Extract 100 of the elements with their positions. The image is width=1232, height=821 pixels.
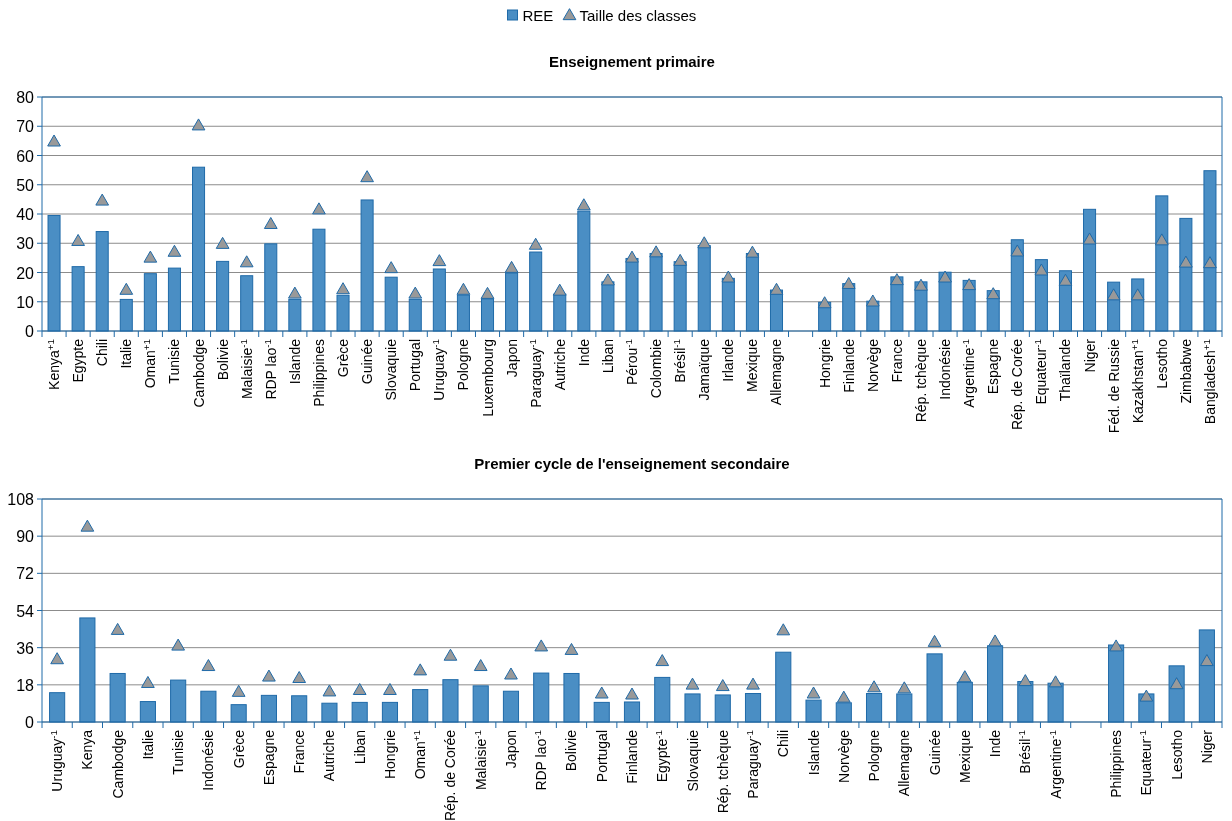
point	[745, 245, 760, 258]
point	[867, 680, 881, 693]
x-tick-label: Autriche	[551, 338, 568, 391]
point	[957, 670, 972, 683]
x-tick-label: Allemagne	[896, 729, 913, 797]
x-tick-label: Norvège	[864, 338, 881, 392]
point	[262, 669, 276, 682]
y-tick-label: 80	[16, 89, 35, 106]
x-tick-label: Rép. tchèque	[912, 338, 929, 423]
x-tick-label: France	[291, 729, 308, 774]
y-tick-label: 20	[16, 264, 35, 282]
point	[312, 202, 326, 215]
point	[1082, 232, 1097, 245]
legend-label: Taille des classes	[579, 7, 697, 24]
point	[986, 287, 1001, 300]
x-tick-label: Tunisie	[170, 729, 187, 775]
point	[576, 198, 591, 211]
y-tick-label: 54	[16, 602, 35, 620]
x-tick-label: Italie	[139, 729, 156, 760]
point	[914, 278, 928, 291]
x-tick-label: Portugal	[407, 339, 424, 392]
point	[721, 270, 736, 283]
point	[473, 659, 488, 672]
x-tick-label: Mexique	[956, 729, 973, 783]
point	[685, 677, 700, 690]
point	[352, 682, 367, 695]
point	[1048, 675, 1063, 688]
point	[292, 671, 307, 684]
point	[456, 282, 471, 295]
point	[776, 623, 791, 636]
x-tick-label: Espagne	[260, 729, 277, 786]
x-tick-label: Japon	[503, 339, 520, 378]
point	[534, 639, 549, 652]
x-tick-label: Jamaïque	[696, 338, 713, 401]
x-tick-label: Liban	[351, 730, 368, 765]
point	[769, 282, 784, 295]
x-tick-label: Philippines	[1108, 730, 1125, 798]
point	[50, 652, 64, 665]
point	[625, 250, 639, 263]
point	[655, 654, 670, 667]
point	[552, 283, 567, 296]
point	[865, 294, 880, 307]
x-tick-label: Bolivie	[214, 338, 231, 381]
y-tick-label: 18	[16, 676, 35, 694]
point	[962, 278, 976, 291]
x-tick-label: Irlande	[720, 338, 737, 382]
point	[143, 250, 158, 263]
x-tick-label: Philippines	[310, 339, 327, 407]
point	[1154, 233, 1169, 246]
y-tick-label: 10	[16, 293, 35, 311]
x-tick-label: Pologne	[455, 338, 472, 391]
point	[1203, 256, 1217, 269]
x-tick-label: Autriche	[321, 729, 338, 782]
x-tick-label: Kenya	[79, 729, 96, 770]
x-tick-label: Islande	[805, 729, 822, 776]
point	[360, 170, 374, 183]
x-tick-label: Féd. de Russie	[1105, 338, 1122, 434]
point	[649, 245, 663, 258]
point	[504, 667, 518, 680]
x-tick-label: Norvège	[835, 729, 852, 783]
point	[80, 519, 95, 532]
point	[141, 675, 155, 688]
point	[408, 286, 423, 299]
y-tick-label: 40	[16, 206, 35, 223]
point	[1169, 677, 1184, 690]
point	[817, 296, 832, 309]
x-tick-label: Cambodge	[190, 338, 207, 408]
x-tick-label: Inde	[575, 338, 592, 367]
y-tick-label: 50	[16, 176, 35, 194]
x-tick-label: Hongrie	[381, 729, 398, 780]
point	[413, 663, 428, 676]
x-tick-label: Finlande	[624, 729, 640, 784]
x-tick-label: Hongrie	[816, 338, 833, 389]
point	[239, 255, 254, 268]
point	[1034, 263, 1049, 276]
x-tick-label: Egypte	[70, 338, 87, 383]
x-tick-label: Inde	[987, 729, 1004, 758]
point	[594, 686, 609, 699]
legend-label: REE	[522, 7, 554, 24]
point	[288, 286, 302, 299]
point	[528, 237, 543, 250]
x-tick-label: Lesotho	[1153, 338, 1170, 389]
chart-title: Premier cycle de l'enseignement secondaire	[474, 455, 790, 472]
x-tick-label: Guinée	[926, 729, 943, 776]
chart-title: Enseignement primaire	[549, 53, 715, 70]
x-tick-label: France	[888, 338, 905, 383]
x-tick-label: Espagne	[985, 338, 1002, 395]
x-tick-label: Rép. tchèque	[714, 729, 731, 814]
point	[383, 682, 397, 695]
point	[841, 276, 856, 289]
point	[47, 134, 61, 147]
x-tick-label: Rép. de Corée	[442, 729, 459, 821]
x-tick-label: Slovaquie	[383, 338, 400, 401]
point	[1200, 654, 1214, 667]
point	[890, 273, 904, 286]
y-tick-label: 0	[25, 714, 35, 731]
y-tick-label: 60	[16, 147, 35, 165]
point	[384, 261, 399, 274]
x-tick-label: Islande	[286, 338, 303, 385]
point	[215, 236, 230, 249]
